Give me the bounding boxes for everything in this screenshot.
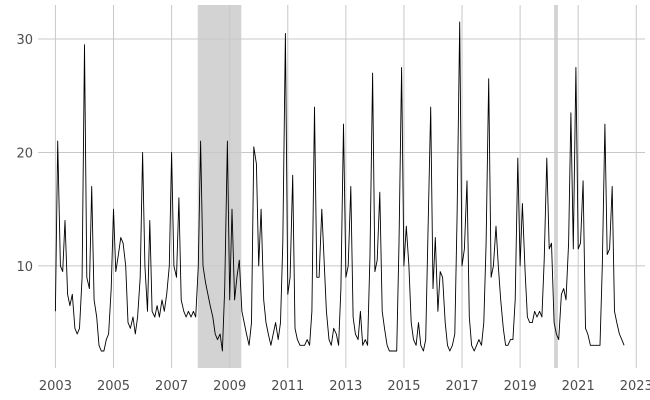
x-tick-label: 2005 bbox=[97, 379, 130, 394]
x-tick-label: 2007 bbox=[155, 379, 188, 394]
x-tick-label: 2021 bbox=[562, 379, 595, 394]
shaded-period-1 bbox=[554, 5, 558, 368]
y-tick-label: 20 bbox=[16, 146, 33, 161]
x-tick-label: 2003 bbox=[39, 379, 72, 394]
x-tick-label: 2023 bbox=[620, 379, 650, 394]
shaded-period-0 bbox=[197, 5, 242, 368]
grid bbox=[38, 5, 645, 368]
shaded-periods bbox=[197, 5, 558, 368]
x-tick-label: 2009 bbox=[213, 379, 246, 394]
series-layer bbox=[54, 21, 625, 352]
x-tick-label: 2011 bbox=[271, 379, 304, 394]
x-tick-label: 2013 bbox=[329, 379, 362, 394]
y-tick-label: 10 bbox=[16, 260, 33, 275]
x-tick-label: 2017 bbox=[445, 379, 478, 394]
y-axis: 10 20 30 bbox=[16, 33, 33, 275]
x-axis: 2003 2005 2007 2009 2011 2013 2015 2017 2019 2021… bbox=[39, 379, 650, 394]
x-tick-label: 2019 bbox=[504, 379, 537, 394]
x-tick-label: 2015 bbox=[387, 379, 420, 394]
series-line-0 bbox=[54, 21, 625, 352]
y-tick-label: 30 bbox=[16, 33, 33, 48]
